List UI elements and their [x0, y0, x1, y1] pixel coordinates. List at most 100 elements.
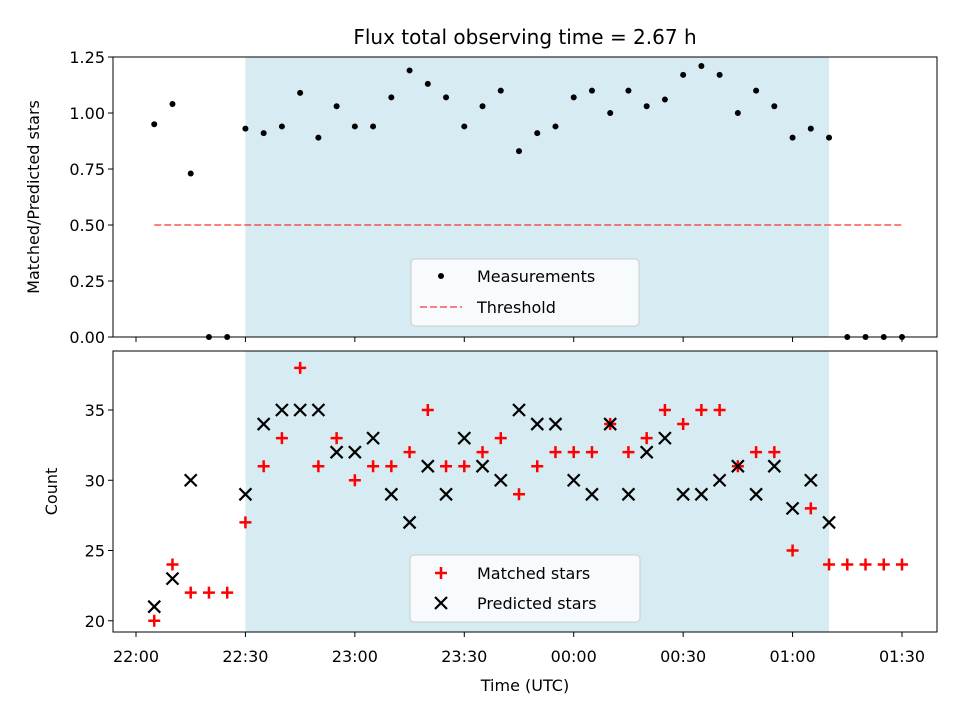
measurement-point: [643, 103, 650, 110]
predicted-star-point: [421, 459, 435, 473]
measurement-point: [588, 87, 595, 94]
matched-star-point: [494, 432, 507, 445]
matched-star-point: [713, 404, 726, 417]
predicted-star-point: [639, 445, 654, 459]
predicted-star-point: [749, 487, 763, 502]
measurement-point: [497, 87, 504, 94]
predicted-star-point: [785, 501, 800, 516]
predicted-star-point: [676, 487, 690, 502]
matched-star-point: [677, 418, 690, 431]
predicted-star-point: [694, 487, 709, 502]
chart-title: Flux total observing time = 2.67 h: [353, 25, 696, 49]
predicted-star-points: [147, 403, 836, 614]
predicted-star-point: [293, 403, 307, 417]
measurement-point: [807, 125, 814, 132]
predicted-star-point: [183, 473, 198, 488]
measurement-point: [424, 80, 431, 87]
predicted-star-point: [238, 487, 253, 502]
measurement-point: [388, 94, 395, 101]
matched-star-point: [330, 432, 343, 445]
measurement-point: [826, 134, 833, 141]
top-x-ticks: [135, 337, 903, 342]
predicted-star-point: [822, 515, 836, 530]
predicted-star-point: [658, 431, 672, 445]
matched-star-point: [166, 558, 179, 571]
x-tick-label: 01:30: [879, 647, 925, 666]
matched-star-point: [440, 460, 453, 473]
matched-star-point: [148, 614, 161, 627]
measurement-point: [479, 103, 486, 110]
x-tick-label: 00:30: [660, 647, 706, 666]
bottom-y-ticks: 20 25 30 35: [85, 401, 113, 631]
matched-star-point: [239, 516, 252, 529]
matched-star-point: [275, 432, 288, 445]
measurement-point: [187, 170, 194, 177]
legend-predicted-marker: [434, 596, 448, 610]
predicted-star-point: [384, 487, 399, 502]
x-tick-label: 00:00: [551, 647, 597, 666]
matched-star-point: [695, 404, 708, 417]
matched-star-point: [823, 558, 836, 571]
top-y-axis-label: Matched/Predicted stars: [24, 100, 43, 294]
bottom-axes-frame: [112, 350, 938, 633]
legend-box: [409, 554, 641, 623]
predicted-star-point: [457, 431, 472, 445]
y-tick-label: 20: [85, 612, 105, 631]
bottom-x-ticks: 22:00 22:30 23:00 23:30 00:00 00:30 01:00 01:30: [113, 632, 925, 666]
matched-star-point: [622, 446, 635, 459]
y-tick-label: 1.25: [69, 48, 105, 67]
matched-star-point: [513, 488, 525, 501]
matched-star-point: [658, 404, 671, 417]
y-tick-label: 0.75: [69, 160, 105, 179]
x-tick-label: 22:00: [113, 647, 159, 666]
predicted-star-point: [530, 417, 545, 431]
predicted-star-point: [493, 473, 508, 488]
bottom-panel: 20 25 30 35 22:00 22:30 23:00 23:30 00:00 00:30 0…: [42, 350, 938, 695]
legend-label: Matched stars: [477, 564, 590, 583]
predicted-star-point: [512, 403, 526, 417]
predicted-star-point: [311, 403, 326, 417]
measurement-point: [789, 134, 796, 141]
predicted-star-point: [366, 431, 380, 445]
predicted-star-point: [256, 417, 271, 431]
measurement-point: [734, 110, 741, 116]
predicted-star-point: [731, 459, 745, 473]
measurement-point: [753, 87, 760, 94]
matched-star-point: [421, 404, 434, 417]
matched-star-point: [859, 558, 872, 571]
predicted-star-point: [566, 473, 581, 488]
measurement-point: [443, 94, 450, 101]
matched-star-point: [202, 586, 215, 599]
y-tick-label: 30: [85, 471, 105, 490]
y-tick-label: 0.50: [69, 216, 105, 235]
legend-measurement-marker: [438, 273, 444, 279]
measurement-point: [297, 89, 304, 96]
x-tick-label: 01:00: [770, 647, 816, 666]
matched-star-point: [184, 586, 197, 599]
y-tick-label: 0.25: [69, 272, 105, 291]
measurement-point: [151, 121, 158, 128]
matched-star-point: [750, 446, 763, 459]
predicted-star-point: [804, 473, 818, 488]
legend-label: Threshold: [476, 298, 556, 317]
matched-star-point: [348, 474, 361, 487]
predicted-star-point: [603, 417, 617, 431]
matched-star-point: [896, 558, 908, 571]
x-tick-label: 23:30: [441, 647, 487, 666]
measurement-point: [516, 148, 522, 155]
matched-star-point: [257, 460, 270, 473]
matched-star-point: [531, 460, 544, 473]
measurement-point: [260, 130, 267, 137]
matched-star-point: [567, 446, 580, 459]
measurement-point: [625, 87, 632, 94]
matched-star-point: [841, 558, 854, 571]
measurement-point: [406, 67, 413, 74]
measurement-point: [570, 94, 577, 101]
predicted-star-point: [329, 445, 344, 459]
measurement-point: [661, 96, 668, 103]
matched-star-point: [367, 460, 380, 473]
y-tick-label: 25: [85, 542, 105, 561]
predicted-star-point: [475, 459, 490, 473]
predicted-star-point: [165, 571, 180, 586]
